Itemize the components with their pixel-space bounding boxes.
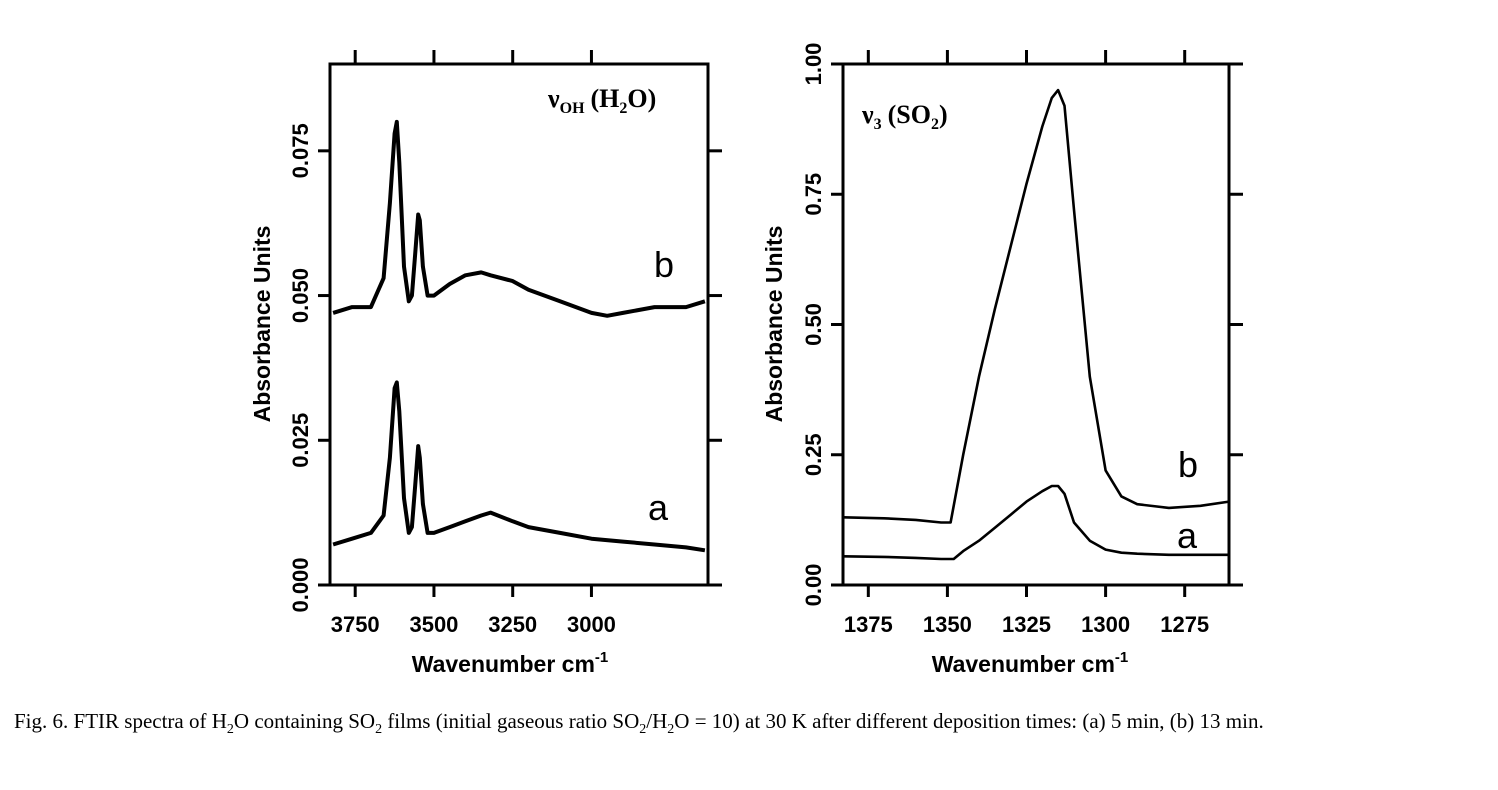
left-series-label-b: b <box>654 244 674 285</box>
left-y-axis-title: Absorbance Units <box>249 226 275 423</box>
right-x-tick-label: 1350 <box>923 612 972 637</box>
right-series-label-a: a <box>1177 515 1198 556</box>
right-x-tick-label: 1325 <box>1002 612 1051 637</box>
right-x-tick-label: 1275 <box>1160 612 1209 637</box>
right-y-tick-label: 0.50 <box>801 303 826 346</box>
right-y-tick-label: 0.25 <box>801 433 826 476</box>
left-y-tick-label: 0.000 <box>288 557 313 612</box>
right-series-label-b: b <box>1178 444 1198 485</box>
left-y-tick-label: 0.050 <box>288 268 313 323</box>
left-y-tick-label: 0.025 <box>288 413 313 468</box>
right-x-ticks: 1375 1350 1325 1300 1275 <box>844 50 1209 637</box>
right-y-tick-label: 1.00 <box>801 43 826 86</box>
left-x-axis-title: Wavenumber cm-1 <box>412 649 609 677</box>
left-x-tick-label: 3000 <box>567 612 616 637</box>
left-series-line-b <box>332 119 706 318</box>
left-series-label-a: a <box>648 487 669 528</box>
right-series: ab <box>842 88 1230 561</box>
right-panel-title: ν3 (SO2) <box>861 100 948 133</box>
left-x-tick-label: 3750 <box>331 612 380 637</box>
left-panel-title: νOH (H2O) <box>547 84 656 117</box>
right-x-tick-label: 1375 <box>844 612 893 637</box>
right-y-ticks: 0.00 0.25 0.50 0.75 1.00 <box>801 43 1243 607</box>
left-y-ticks: 0.000 0.025 0.050 0.075 <box>288 123 722 613</box>
left-series: ab <box>332 119 706 553</box>
right-series-line-b <box>842 88 1230 524</box>
right-y-tick-label: 0.00 <box>801 564 826 607</box>
left-y-tick-label: 0.075 <box>288 123 313 178</box>
right-x-tick-label: 1300 <box>1081 612 1130 637</box>
right-y-tick-label: 0.75 <box>801 173 826 216</box>
left-x-tick-label: 3250 <box>488 612 537 637</box>
figure-caption: Fig. 6. FTIR spectra of H2O containing S… <box>14 709 1264 738</box>
left-plot-frame <box>328 62 710 587</box>
left-x-tick-label: 3500 <box>409 612 458 637</box>
right-series-line-a <box>842 484 1229 561</box>
right-panel: 1375 1350 1325 1300 1275 0.00 0.25 0.50 0.75 1.0… <box>761 43 1243 677</box>
right-x-axis-title: Wavenumber cm-1 <box>932 649 1129 677</box>
left-x-ticks: 3750 3500 3250 3000 <box>331 50 616 637</box>
left-series-line-a <box>332 380 706 553</box>
right-y-axis-title: Absorbance Units <box>761 226 787 423</box>
